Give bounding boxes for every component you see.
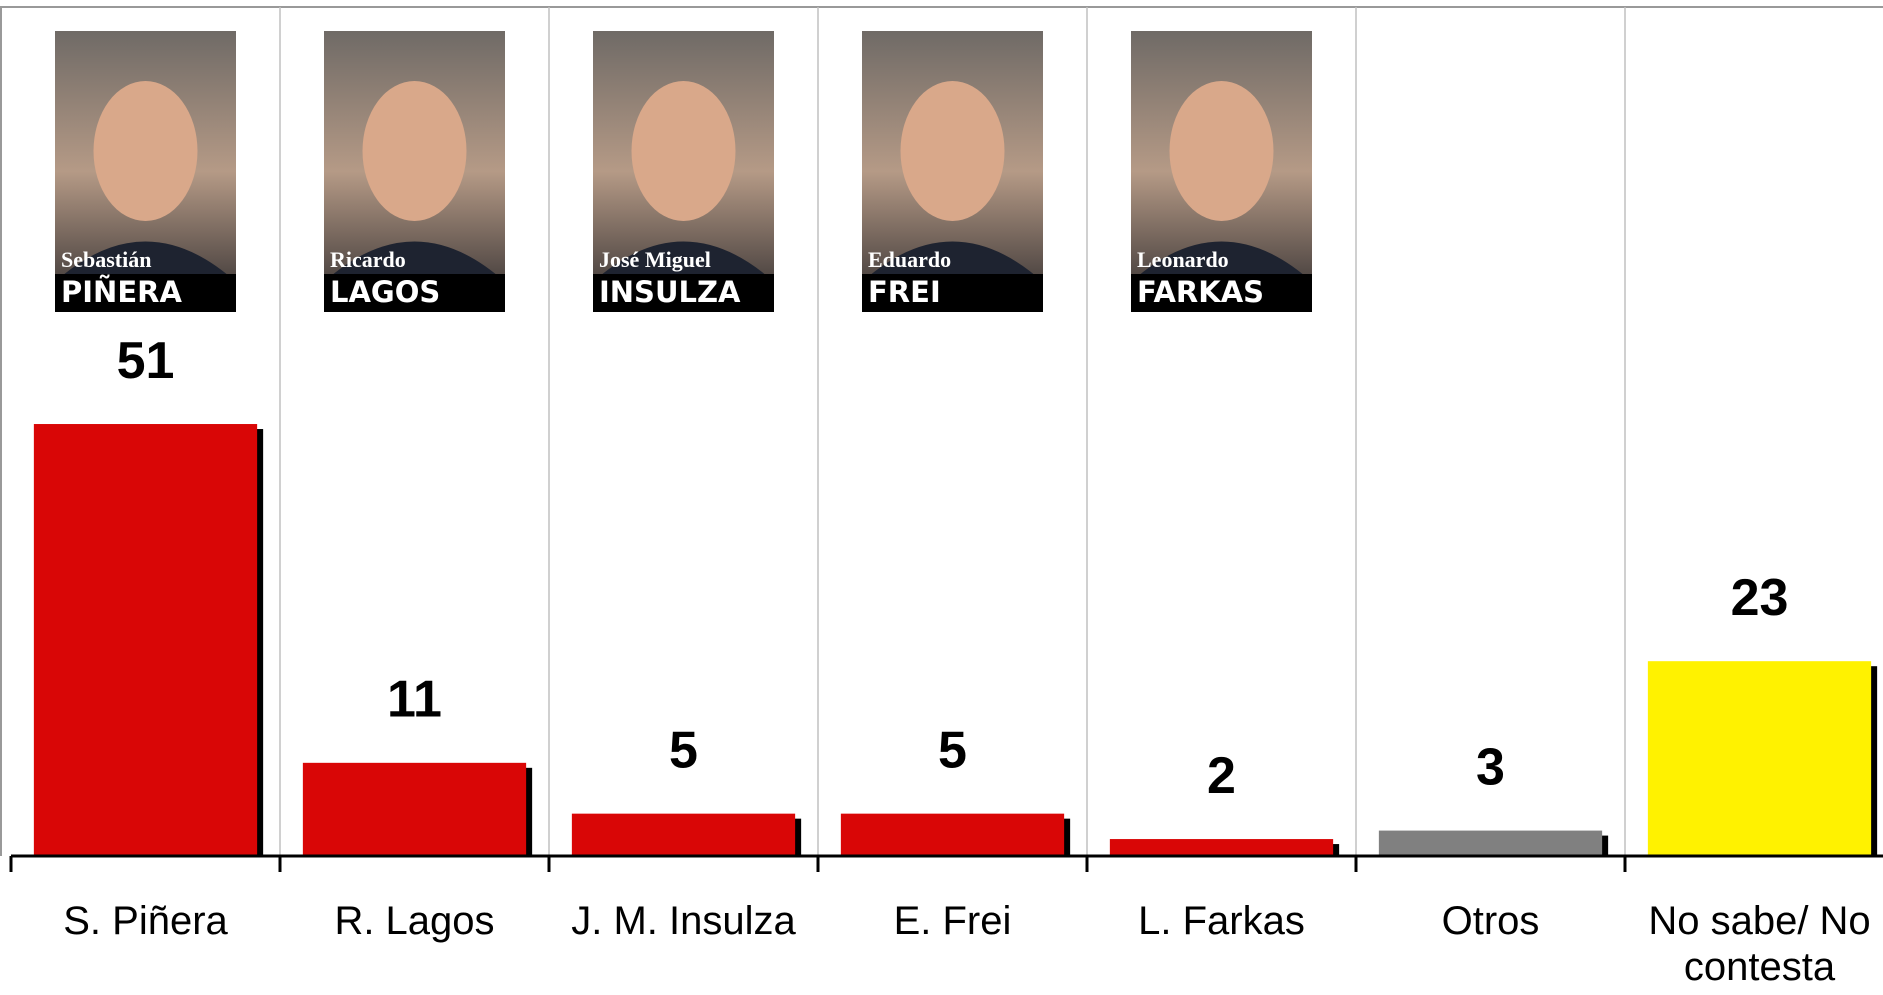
portrait-face	[1170, 81, 1274, 221]
value-label: 5	[938, 721, 967, 779]
portrait-face	[632, 81, 736, 221]
x-tick-label: No sabe/ No contesta	[1625, 898, 1883, 990]
x-tick-label: Otros	[1356, 898, 1625, 944]
bar	[34, 424, 257, 856]
portrait-last-name: LAGOS	[330, 275, 440, 309]
value-label: 2	[1207, 747, 1236, 805]
x-tick-label: J. M. Insulza	[549, 898, 818, 944]
portrait-first-name: Sebastián	[61, 247, 151, 272]
value-label: 11	[387, 671, 442, 729]
bar	[1110, 839, 1333, 856]
bar	[841, 814, 1064, 856]
x-tick-label: E. Frei	[818, 898, 1087, 944]
bar	[572, 814, 795, 856]
portrait-last-name: FARKAS	[1137, 275, 1264, 309]
x-tick-label: R. Lagos	[280, 898, 549, 944]
bar	[1648, 661, 1871, 856]
x-tick-label: S. Piñera	[11, 898, 280, 944]
value-label: 5	[669, 721, 698, 779]
portrait-face	[901, 81, 1005, 221]
portrait-first-name: Ricardo	[330, 247, 406, 272]
portrait-first-name: José Miguel	[599, 247, 711, 272]
portrait-first-name: Leonardo	[1137, 247, 1229, 272]
value-label: 23	[1731, 569, 1789, 627]
value-label: 3	[1476, 738, 1505, 796]
bar	[303, 763, 526, 856]
portrait-last-name: INSULZA	[599, 275, 741, 309]
portrait-first-name: Eduardo	[868, 247, 951, 272]
x-tick-label: L. Farkas	[1087, 898, 1356, 944]
portrait-last-name: PIÑERA	[61, 275, 182, 309]
chart: 5111552323SebastiánPIÑERARicardoLAGOSJos…	[0, 0, 1883, 995]
portrait-face	[363, 81, 467, 221]
page: 5111552323SebastiánPIÑERARicardoLAGOSJos…	[0, 0, 1883, 995]
value-label: 51	[117, 332, 175, 390]
portrait-face	[94, 81, 198, 221]
bar	[1379, 831, 1602, 856]
portrait-last-name: FREI	[868, 275, 941, 309]
